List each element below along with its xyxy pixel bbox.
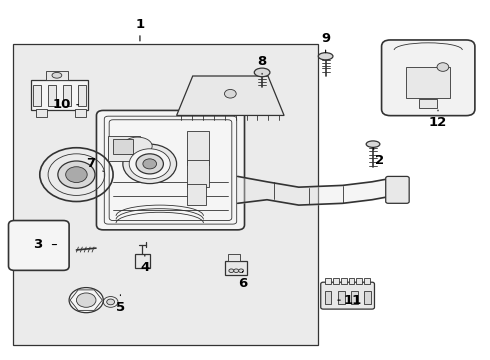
Bar	[338, 291, 344, 304]
Ellipse shape	[107, 299, 115, 305]
Bar	[113, 139, 133, 154]
FancyBboxPatch shape	[97, 111, 245, 230]
Ellipse shape	[52, 72, 62, 78]
Text: 1: 1	[135, 18, 145, 31]
Text: 3: 3	[33, 238, 42, 251]
Ellipse shape	[123, 144, 176, 184]
Ellipse shape	[234, 269, 239, 273]
Text: 10: 10	[52, 98, 71, 111]
Text: 9: 9	[321, 32, 330, 45]
Bar	[135, 253, 150, 268]
Bar	[63, 85, 71, 107]
Polygon shape	[176, 76, 284, 116]
Text: 12: 12	[429, 116, 447, 129]
Bar	[406, 67, 450, 98]
Text: 5: 5	[116, 301, 125, 314]
Bar	[356, 278, 362, 284]
Ellipse shape	[229, 269, 234, 273]
Bar	[187, 184, 206, 205]
Bar	[13, 44, 318, 345]
Bar	[108, 136, 140, 161]
Bar	[36, 109, 47, 117]
Bar	[78, 85, 86, 107]
Ellipse shape	[239, 269, 244, 273]
Bar	[225, 261, 247, 275]
Ellipse shape	[129, 149, 170, 179]
Ellipse shape	[58, 161, 95, 188]
Ellipse shape	[66, 167, 87, 183]
Text: 8: 8	[257, 55, 267, 68]
Ellipse shape	[366, 141, 380, 147]
Bar	[75, 109, 86, 117]
Ellipse shape	[224, 89, 236, 98]
Bar	[48, 85, 56, 107]
FancyBboxPatch shape	[382, 40, 475, 116]
Bar	[228, 253, 240, 261]
Bar	[31, 80, 88, 110]
Text: 2: 2	[375, 154, 384, 167]
Ellipse shape	[69, 288, 103, 313]
Ellipse shape	[143, 159, 157, 169]
Bar	[351, 291, 358, 304]
Bar	[419, 99, 437, 108]
Text: 11: 11	[343, 294, 362, 307]
Bar	[33, 85, 41, 107]
Bar	[348, 278, 354, 284]
Ellipse shape	[123, 137, 152, 155]
Bar	[364, 278, 370, 284]
FancyBboxPatch shape	[386, 176, 409, 203]
Ellipse shape	[437, 63, 449, 71]
Bar	[325, 291, 331, 304]
Text: 7: 7	[87, 157, 96, 170]
FancyBboxPatch shape	[8, 221, 69, 270]
Bar	[187, 159, 209, 186]
Bar	[341, 278, 346, 284]
Ellipse shape	[254, 68, 270, 77]
Bar	[333, 278, 339, 284]
Ellipse shape	[318, 53, 333, 60]
FancyBboxPatch shape	[321, 282, 374, 309]
Bar	[364, 291, 370, 304]
Bar	[325, 278, 331, 284]
Ellipse shape	[136, 154, 163, 174]
Bar	[187, 131, 209, 165]
Bar	[46, 71, 68, 80]
Ellipse shape	[76, 293, 96, 307]
Text: 6: 6	[238, 278, 247, 291]
Text: 4: 4	[140, 261, 149, 274]
